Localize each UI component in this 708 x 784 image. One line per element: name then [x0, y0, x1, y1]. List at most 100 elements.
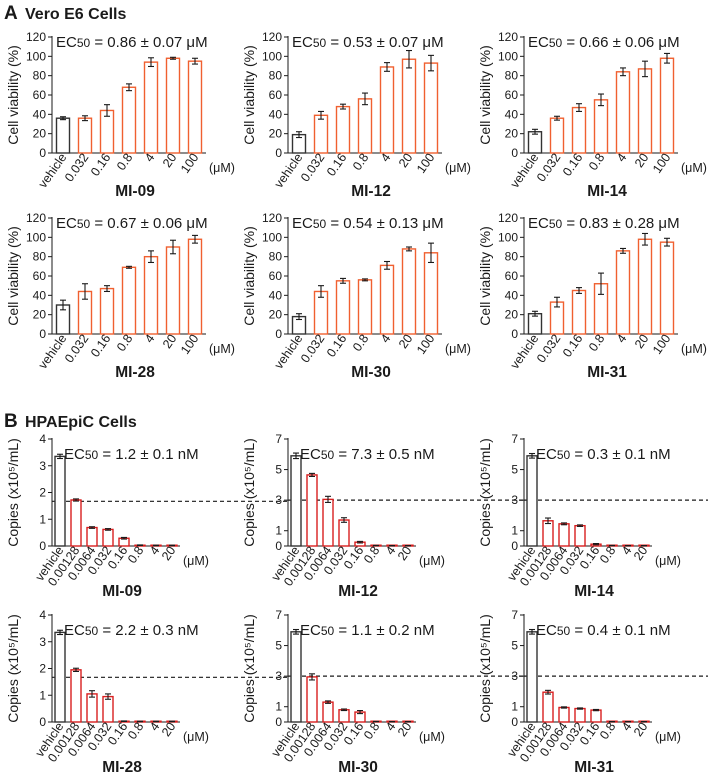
y-tick-label: 5 [511, 639, 518, 653]
y-tick-label: 100 [498, 230, 518, 244]
bar-vehicle [527, 313, 543, 335]
ec50-value: = 0.3 ± 0.1 nM [570, 446, 670, 463]
compound-name: MI-30 [351, 364, 391, 381]
bar-4 [615, 250, 631, 335]
bar-0-0064 [558, 706, 570, 723]
compound-name: MI-31 [587, 364, 627, 381]
y-tick-label: 3 [39, 459, 46, 473]
ec50-label: EC50 = 0.3 ± 0.1 nM [536, 446, 671, 463]
bar-100 [659, 57, 675, 154]
bar-4 [143, 255, 159, 335]
unit-label: (μM) [209, 342, 235, 356]
ec50-value: = 0.54 ± 0.13 μM [326, 215, 443, 232]
x-tick-label: 0.16 [560, 151, 585, 179]
panel-b-title: HPAEpiC Cells [25, 414, 137, 431]
ec50-label: EC50 = 0.54 ± 0.13 μM [292, 215, 444, 232]
ec50-value: = 0.4 ± 0.1 nM [570, 622, 670, 639]
compound-name: MI-28 [102, 759, 142, 776]
ec50-label: EC50 = 2.2 ± 0.3 nM [64, 622, 199, 639]
bar-0-0064 [322, 498, 334, 547]
compound-name: MI-31 [574, 759, 614, 776]
y-tick-label: 3 [275, 669, 282, 683]
y-axis-label: Copies (x10⁵/mL) [241, 438, 257, 547]
bar-vehicle [54, 631, 66, 723]
bar-0-032 [77, 117, 93, 154]
y-tick-label: 120 [498, 211, 518, 225]
y-tick-label: 0 [511, 539, 518, 553]
y-tick-label: 80 [505, 250, 519, 264]
bar-20 [165, 246, 181, 335]
unit-label: (μM) [419, 730, 445, 744]
y-tick-label: 60 [505, 88, 519, 102]
y-axis-label: Cell viability (%) [477, 45, 493, 145]
y-axis-label: Copies (x10⁵/mL) [241, 614, 257, 723]
ec50-prefix: EC [528, 215, 549, 232]
y-tick-label: 100 [262, 49, 282, 63]
y-axis-label: Copies (x10⁵/mL) [477, 614, 493, 723]
y-tick-label: 40 [269, 107, 283, 121]
ec50-value: = 0.66 ± 0.06 μM [562, 34, 679, 51]
ec50-subscript: 50 [313, 217, 327, 231]
ec50-subscript: 50 [321, 624, 335, 638]
x-tick-label: 0.16 [88, 151, 113, 179]
x-tick-label: 100 [414, 151, 437, 176]
bar-20 [165, 57, 181, 154]
compound-name: MI-14 [587, 183, 627, 200]
y-axis-label: Copies (x10⁵/mL) [477, 438, 493, 547]
y-tick-label: 4 [39, 608, 46, 622]
y-tick-label: 100 [498, 49, 518, 63]
bar-20 [637, 238, 653, 335]
y-tick-label: 0 [39, 715, 46, 729]
unit-label: (μM) [681, 161, 707, 175]
y-axis-label: Cell viability (%) [241, 45, 257, 145]
y-tick-label: 7 [511, 432, 518, 446]
x-tick-label: 100 [414, 332, 437, 357]
compound-name: MI-28 [115, 364, 155, 381]
x-tick-label: 0.8 [597, 720, 618, 742]
bar-0-032 [574, 707, 586, 723]
ec50-subscript: 50 [557, 624, 571, 638]
y-tick-label: 7 [275, 608, 282, 622]
bar-0-16 [99, 109, 115, 154]
ec50-value: = 7.3 ± 0.5 nM [334, 446, 434, 463]
ec50-value: = 0.86 ± 0.07 μM [90, 34, 207, 51]
y-tick-label: 120 [262, 211, 282, 225]
x-tick-label: 0.16 [88, 332, 113, 360]
ec50-prefix: EC [292, 34, 313, 51]
ec50-label: EC50 = 0.83 ± 0.28 μM [528, 215, 680, 232]
bar-0-032 [338, 519, 350, 547]
bar-100 [423, 252, 439, 335]
x-tick-label: 0.16 [560, 332, 585, 360]
bar-0-032 [574, 524, 586, 547]
y-tick-label: 60 [269, 269, 283, 283]
bar-20 [637, 68, 653, 154]
bar-vehicle [526, 455, 538, 547]
unit-label: (μM) [445, 342, 471, 356]
ec50-subscript: 50 [549, 217, 563, 231]
y-tick-label: 0 [275, 146, 282, 160]
y-axis-label: Copies (x10⁵/mL) [5, 438, 21, 547]
bar-0-8 [357, 98, 373, 154]
ec50-subscript: 50 [77, 36, 91, 50]
x-tick-label: 0.032 [62, 332, 91, 366]
bar-0-16 [335, 280, 351, 335]
y-tick-label: 4 [39, 432, 46, 446]
bar-0-16 [335, 105, 351, 154]
y-tick-label: 60 [269, 88, 283, 102]
y-tick-label: 0 [511, 146, 518, 160]
bar-vehicle [290, 455, 302, 547]
bar-100 [423, 62, 439, 154]
ec50-label: EC50 = 0.67 ± 0.06 μM [56, 215, 208, 232]
y-axis-label: Cell viability (%) [5, 45, 21, 145]
y-tick-label: 3 [275, 493, 282, 507]
bar-0-16 [571, 106, 587, 154]
y-tick-label: 1 [511, 700, 518, 714]
bar-0-032 [102, 695, 114, 723]
x-tick-label: 0.8 [114, 332, 135, 354]
ec50-value: = 1.1 ± 0.2 nM [334, 622, 434, 639]
